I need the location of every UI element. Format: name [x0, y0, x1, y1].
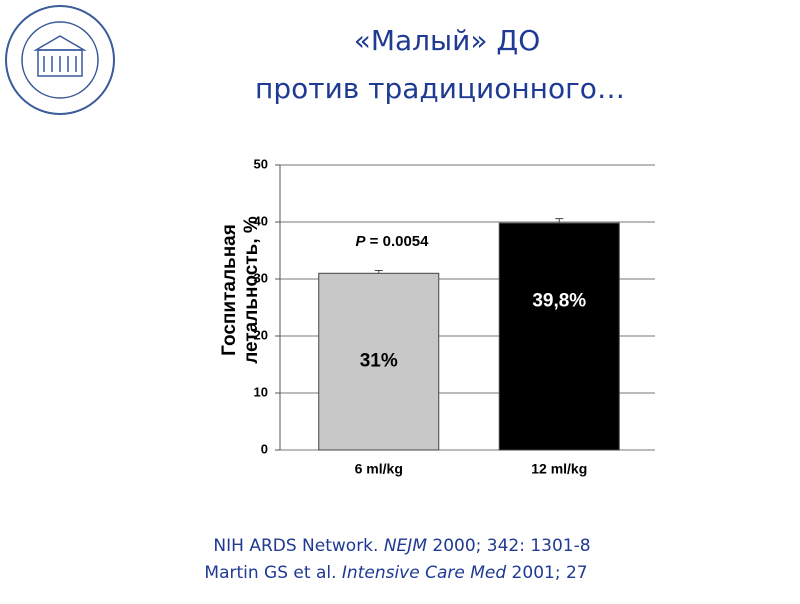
value-label: 31% — [360, 351, 398, 372]
y-axis-label: летальность, % — [241, 216, 262, 364]
y-axis-label: Госпитальная — [219, 224, 240, 356]
title: «Малый» ДО — [354, 24, 541, 57]
error-bar — [374, 269, 383, 274]
ref-part: NEJM — [384, 536, 427, 556]
annotation-part: = 0.0054 — [366, 233, 430, 250]
y-tick-label: 50 — [254, 156, 268, 171]
ref-part: 2000; 342: 1301-8 — [427, 536, 591, 556]
y-tick-label: 10 — [254, 384, 268, 399]
reference: Martin GS et al. Intensive Care Med 2001… — [204, 563, 587, 583]
y-tick-label: 30 — [254, 270, 268, 285]
x-tick-label: 12 ml/kg — [531, 461, 587, 477]
y-tick-label: 20 — [254, 327, 268, 342]
logo — [5, 5, 115, 115]
ref-part: NIH ARDS Network. — [213, 536, 383, 556]
title: против традиционного… — [255, 72, 625, 105]
x-tick-label: 6 ml/kg — [355, 461, 403, 477]
y-tick-label: 0 — [261, 441, 268, 456]
y-tick-label: 40 — [254, 213, 268, 228]
annotation-part: P — [356, 233, 367, 250]
ref-part: Intensive Care Med — [342, 563, 506, 583]
value-label: 39,8% — [532, 291, 586, 312]
ref-part: 2001; 27 — [506, 563, 587, 583]
annotation: P = 0.0054 — [356, 233, 430, 250]
reference: NIH ARDS Network. NEJM 2000; 342: 1301-8 — [213, 536, 590, 556]
ref-part: Martin GS et al. — [204, 563, 342, 583]
error-bar — [555, 218, 564, 224]
bar — [498, 222, 620, 451]
